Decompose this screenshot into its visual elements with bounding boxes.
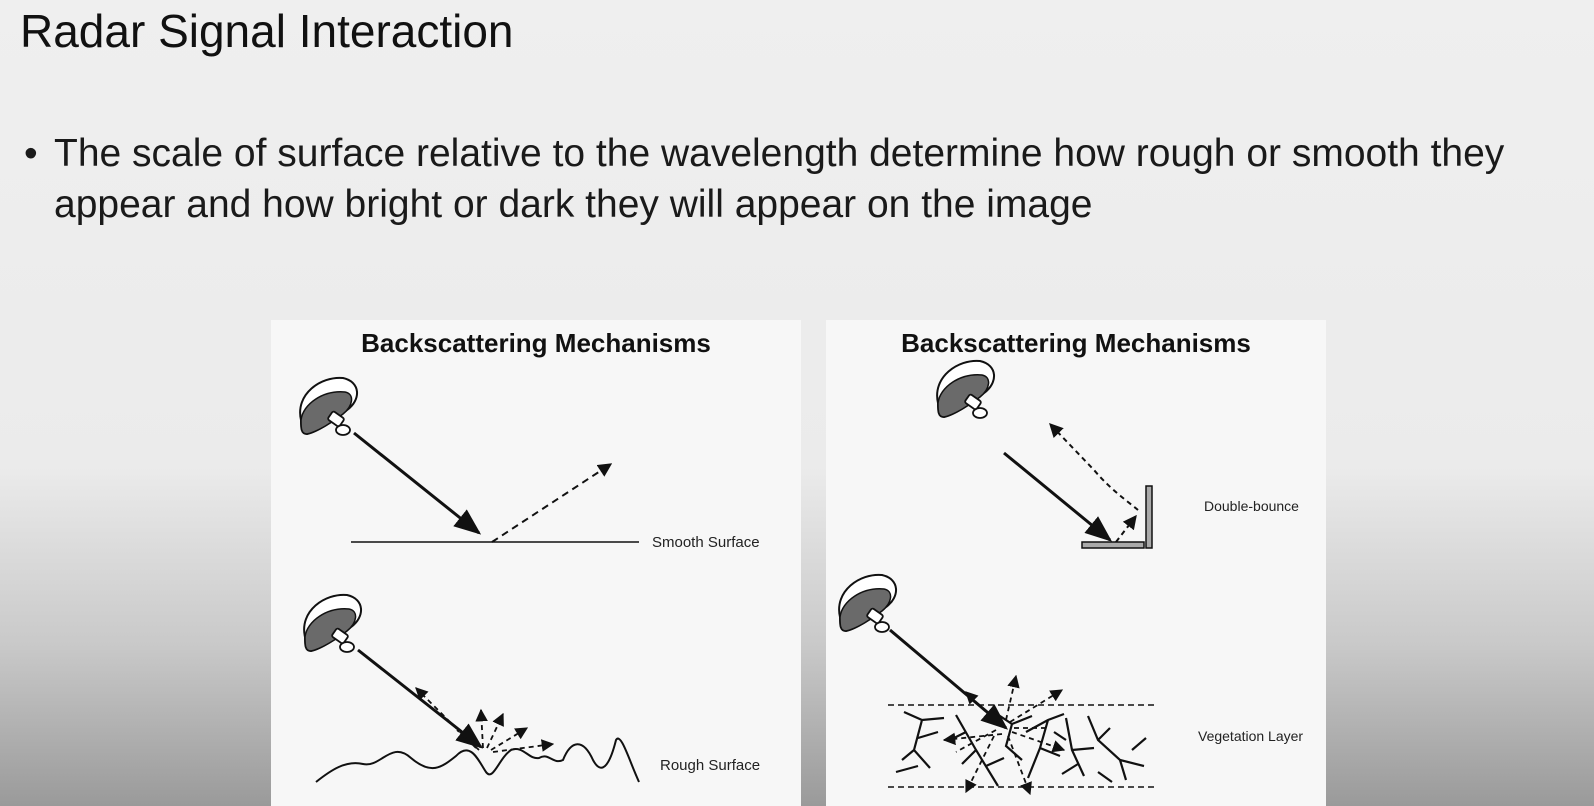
vegetation-branches bbox=[895, 710, 1147, 787]
label-rough-surface: Rough Surface bbox=[660, 757, 760, 774]
ground-plate bbox=[1081, 541, 1145, 549]
slide-title: Radar Signal Interaction bbox=[20, 5, 514, 57]
wall-plate bbox=[1145, 485, 1153, 549]
first-bounce-ray bbox=[1115, 514, 1137, 543]
bullet-text: The scale of surface relative to the wav… bbox=[54, 132, 1505, 226]
radar-antenna-icon bbox=[299, 376, 359, 436]
radar-antenna-icon bbox=[303, 593, 363, 653]
volume-scatter-rays bbox=[942, 674, 1066, 796]
rough-surface-line bbox=[315, 737, 640, 783]
backscatter-diagram-right: Double-bounce Vegetation L bbox=[838, 359, 1303, 796]
panel-title-right: Backscattering Mechanisms bbox=[901, 328, 1251, 358]
radar-antenna-icon bbox=[838, 573, 898, 633]
smooth-rough-panel: Backscattering Mechanisms Smooth Surface bbox=[271, 320, 801, 806]
diffuse-scatter-rays bbox=[415, 687, 555, 753]
incident-ray-rough bbox=[357, 648, 484, 749]
bullet-marker: • bbox=[24, 132, 38, 175]
backscatter-diagram-left: Smooth Surface Rough Surface bbox=[299, 376, 760, 783]
label-vegetation-layer: Vegetation Layer bbox=[1198, 728, 1303, 744]
incident-ray-smooth bbox=[353, 431, 482, 535]
panel-title-left: Backscattering Mechanisms bbox=[361, 328, 711, 358]
specular-reflection-ray bbox=[491, 463, 613, 543]
label-double-bounce: Double-bounce bbox=[1204, 498, 1299, 514]
return-ray-double-bounce bbox=[1049, 422, 1139, 511]
radar-antenna-icon bbox=[936, 359, 996, 419]
label-smooth-surface: Smooth Surface bbox=[652, 534, 760, 551]
double-bounce-vegetation-panel: Backscattering Mechanisms Double-bounce bbox=[826, 320, 1326, 806]
incident-ray-vegetation bbox=[889, 628, 1009, 730]
incident-ray-double-bounce bbox=[1003, 451, 1113, 542]
